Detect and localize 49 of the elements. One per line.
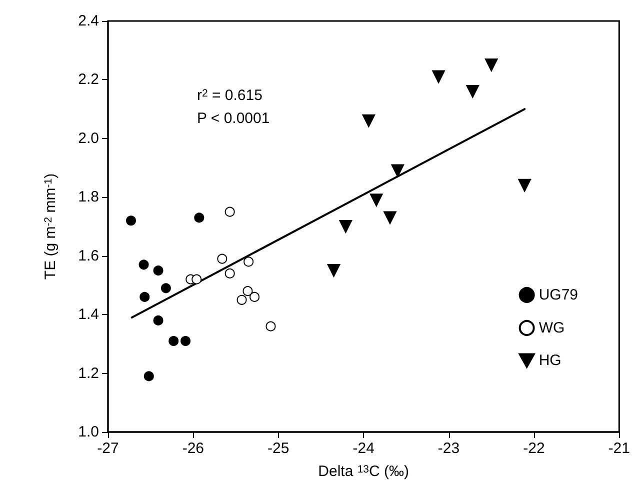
legend-label: UG79 [538,286,578,304]
point [217,254,228,264]
point [362,114,376,128]
y-tick-label: 1.8 [78,188,99,206]
x-tick-label: -27 [97,440,119,457]
annotation: P < 0.0001 [197,110,270,127]
x-tick-label: -25 [268,440,290,457]
y-axis-title: TE (g m-2 mm-1) [42,173,59,280]
point [153,266,164,276]
point [194,212,204,223]
x-tick-label: -23 [438,440,460,457]
x-tick-label: -22 [523,440,545,457]
point [224,268,235,278]
x-tick-label: -24 [352,440,374,457]
point [250,292,260,302]
legend-label: HG [538,352,562,369]
point [140,292,150,302]
point [383,211,396,224]
point [138,260,149,270]
point [236,294,247,305]
point [432,70,446,84]
point [224,206,235,217]
y-tick-label: 2.0 [78,130,99,147]
point [327,264,340,278]
point [144,371,154,382]
point [391,164,404,178]
point [192,274,202,284]
point [370,194,383,207]
legend-label: WG [538,320,565,336]
point [339,220,352,233]
point [126,216,136,226]
point [160,283,171,294]
point [484,58,498,72]
point [466,84,480,98]
y-tick-label: 2.2 [78,71,99,88]
point [180,336,191,346]
x-tick-label: -21 [608,440,630,457]
y-tick-label: 1.0 [78,424,99,440]
y-tick-label: 2.4 [78,12,99,30]
point [266,321,276,332]
point [518,178,532,192]
point [244,256,254,267]
y-tick-label: 1.6 [78,247,99,264]
point [153,315,164,326]
y-tick-label: 1.2 [78,364,99,382]
y-tick-label: 1.4 [78,306,99,324]
point [242,286,253,296]
x-tick-label: -26 [182,440,204,457]
point [168,336,179,346]
